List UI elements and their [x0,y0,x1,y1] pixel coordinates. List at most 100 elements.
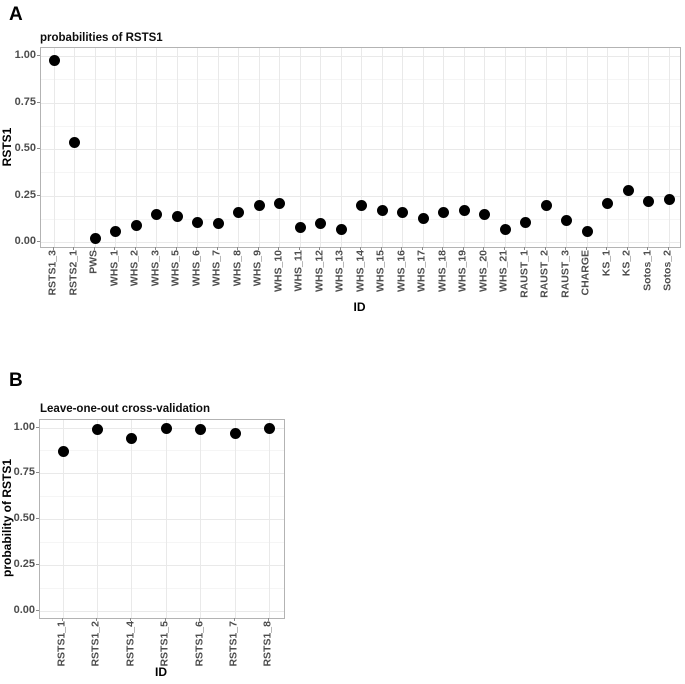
x-tick-mark [52,247,54,250]
major-gridline [53,48,55,247]
major-gridline [135,48,137,247]
y-tick-label: 0.50 [13,512,35,524]
major-gridline [234,420,236,618]
data-point [581,225,593,237]
data-point [315,218,326,230]
y-tick-mark [36,563,39,565]
data-point [561,214,572,226]
panel-a-label: A [9,4,23,25]
major-gridline [94,48,96,247]
data-point [89,233,101,245]
x-tick-mark [565,247,566,250]
x-tick-label: RSTS1_8 [262,621,275,667]
data-point [294,222,306,234]
minor-gridline [40,496,284,498]
major-gridline [176,48,178,247]
x-tick-mark [175,247,177,250]
x-tick-mark [606,247,607,250]
major-gridline [422,48,424,247]
x-tick-mark [626,247,628,250]
x-tick-mark [339,247,341,250]
y-tick-mark [36,472,39,474]
major-gridline [115,48,116,247]
data-point [160,422,172,434]
major-gridline [627,48,629,247]
y-tick-label: 0.25 [14,188,36,201]
major-gridline [484,48,485,247]
major-gridline [200,420,202,618]
plot-area [39,419,285,619]
minor-gridline [40,450,284,452]
data-point [438,207,449,219]
y-tick-label: 1.00 [13,420,35,433]
data-point [458,205,470,217]
x-tick-mark [319,247,320,250]
x-tick-mark [483,247,484,250]
major-gridline [340,48,342,247]
y-tick-mark [36,609,39,611]
major-gridline [299,48,301,247]
data-point [195,424,207,436]
major-gridline [402,48,403,247]
y-tick-mark [37,55,40,56]
x-tick-mark [237,247,238,250]
x-tick-mark [233,618,235,621]
major-gridline [381,48,383,247]
major-gridline [40,564,284,566]
major-gridline [156,48,157,247]
x-tick-mark [134,247,136,250]
chart-a-x-axis-title: ID [353,300,366,314]
major-gridline [268,420,270,618]
data-point [356,199,367,211]
major-gridline [258,48,260,247]
x-tick-label: RSTS1_4 [124,621,137,667]
major-gridline [238,48,239,247]
data-point [417,212,429,224]
x-tick-label: RSTS1_1 [55,621,68,667]
minor-gridline [41,218,680,220]
y-tick-label: 1.00 [14,49,36,61]
chart-a-title: probabilities of RSTS1 [40,32,163,44]
y-tick-mark [36,518,39,519]
data-point [376,205,388,217]
y-tick-label: 0.75 [14,95,36,108]
major-gridline [41,102,680,104]
minor-gridline [40,541,284,543]
major-gridline [668,48,670,247]
major-gridline [217,48,219,247]
data-point [110,225,121,237]
data-point [643,196,654,208]
y-tick-mark [37,101,40,103]
data-point [233,207,244,219]
data-point [602,197,613,209]
y-tick-mark [37,148,40,149]
x-tick-mark [155,247,156,250]
major-gridline [96,420,98,618]
x-tick-mark [114,247,115,250]
major-gridline [525,48,526,247]
x-tick-label: RSTS1_6 [193,621,206,667]
data-point [479,209,490,221]
x-tick-mark [380,247,382,250]
major-gridline [648,48,649,247]
major-gridline [607,48,608,247]
major-gridline [131,420,133,618]
major-gridline [41,242,680,243]
data-point [126,433,138,445]
major-gridline [586,48,588,247]
x-tick-mark [130,618,132,621]
x-tick-mark [298,247,300,250]
data-point [229,427,241,439]
major-gridline [41,149,680,150]
y-tick-mark [37,194,40,196]
x-tick-mark [544,247,546,250]
data-point [212,218,224,230]
major-gridline [279,48,280,247]
data-point [274,197,285,209]
y-tick-label: 0.00 [14,235,36,247]
y-tick-mark [36,426,39,428]
data-point [48,54,60,66]
data-point [499,223,511,235]
